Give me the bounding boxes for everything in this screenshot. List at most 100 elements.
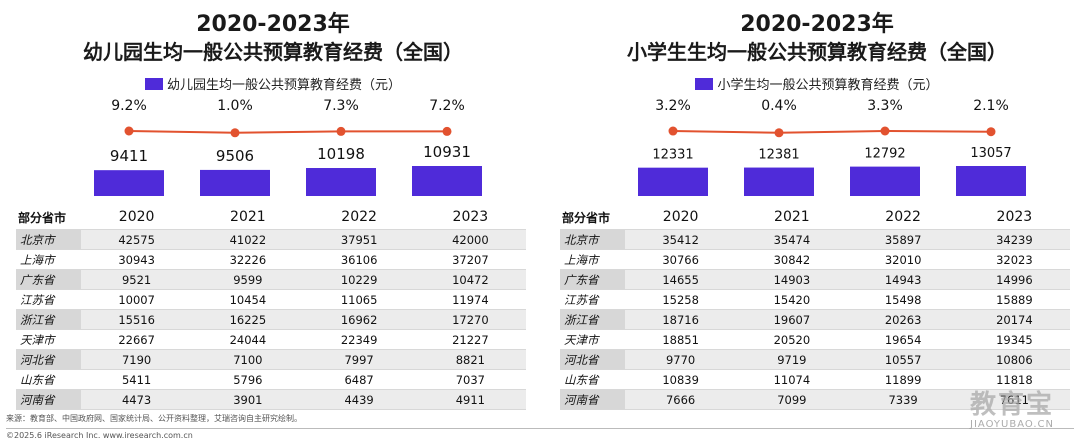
chart-legend: 小学生均一般公共预算教育经费（元） (552, 74, 1080, 93)
growth-rate-label: 9.2% (111, 98, 147, 114)
table-cell: 14943 (847, 269, 959, 290)
growth-rate-label: 2.1% (973, 98, 1009, 114)
table-row: 北京市 42575 41022 37951 42000 (16, 229, 526, 250)
table-cell: 4439 (303, 389, 415, 410)
table-row: 广东省 9521 9599 10229 10472 (16, 269, 526, 290)
table-cell: 10472 (414, 269, 526, 290)
table-cell: 24044 (229, 332, 267, 347)
province-name: 天津市 (20, 332, 55, 347)
year-header: 2022 (885, 209, 921, 225)
bar-value-label: 13057 (970, 146, 1011, 161)
table-cell: 32010 (884, 252, 922, 267)
table-cell: 7190 (81, 349, 193, 370)
growth-marker (124, 126, 134, 136)
table-cell: 4911 (414, 389, 526, 410)
table-cell: 11065 (340, 292, 378, 307)
table-cell: 9521 (81, 269, 193, 290)
table-cell: 10557 (847, 349, 959, 370)
table-row: 河北省 7190 7100 7997 8821 (16, 349, 526, 370)
growth-marker (230, 128, 240, 138)
bar-value-label: 10198 (317, 145, 365, 163)
table-corner-label: 部分省市 (562, 210, 611, 225)
table-row: 浙江省 18716 19607 20263 20174 (560, 309, 1070, 330)
table-cell: 15498 (884, 292, 922, 307)
year-header: 2023 (452, 209, 489, 225)
table-cell: 19654 (884, 332, 922, 347)
legend-swatch (144, 78, 163, 90)
kindergarten-panel: 2020-2023年 幼儿园生均一般公共预算教育经费（全国） 幼儿园生均一般公共… (8, 0, 538, 420)
bar-2023 (956, 166, 1026, 196)
growth-rate-line (672, 129, 992, 134)
table-cell: 42575 (81, 229, 193, 250)
table-cell: 20174 (958, 309, 1070, 330)
growth-rate-label: 1.0% (217, 98, 253, 114)
table-cell: 7037 (455, 372, 486, 387)
footer-divider (6, 428, 1074, 429)
table-cell: 6487 (344, 372, 374, 387)
table-cell: 32226 (229, 252, 267, 267)
bar-value-label: 12792 (864, 147, 905, 162)
table-cell: 9770 (625, 349, 737, 370)
table-cell: 14655 (625, 269, 737, 290)
table-cell: 11074 (773, 372, 811, 387)
province-name: 浙江省 (560, 309, 625, 330)
growth-rate-label: 7.3% (323, 98, 359, 114)
province-name: 浙江省 (16, 309, 81, 330)
kindergarten-bar-chart: 9411 9506 10198 10931 9.2% 1.0% 7.3% 7.2% (94, 98, 482, 196)
table-header-row: 部分省市 2020 2021 2022 2023 (560, 205, 1070, 230)
year-header: 2022 (341, 209, 377, 225)
table-cell: 15889 (996, 292, 1033, 307)
legend-label: 幼儿园生均一般公共预算教育经费（元） (166, 78, 401, 93)
province-name: 江苏省 (20, 292, 55, 307)
province-name: 天津市 (564, 332, 599, 347)
province-name: 河北省 (16, 349, 81, 370)
table-cell: 14996 (958, 269, 1070, 290)
table-cell: 11899 (884, 372, 922, 387)
table-cell: 18851 (662, 332, 699, 347)
table-row: 天津市 22667 24044 22349 21227 (16, 330, 526, 350)
table-cell: 16225 (192, 309, 304, 330)
table-cell: 7100 (192, 349, 304, 370)
bar-2021 (744, 167, 814, 196)
province-name: 广东省 (16, 269, 81, 290)
table-cell: 15420 (773, 292, 811, 307)
table-cell: 15516 (81, 309, 193, 330)
table-row: 河南省 4473 3901 4439 4911 (16, 389, 526, 410)
bar-2023 (412, 166, 482, 196)
table-cell: 10454 (229, 292, 267, 307)
growth-marker (986, 127, 996, 137)
table-cell: 34239 (958, 229, 1070, 250)
growth-rate-label: 7.2% (429, 98, 465, 114)
table-cell: 11974 (452, 292, 489, 307)
year-header: 2020 (118, 209, 155, 225)
bar-value-label: 12331 (652, 148, 693, 163)
province-name: 上海市 (564, 252, 599, 267)
table-cell: 37207 (452, 252, 489, 267)
bar-2022 (850, 166, 920, 196)
table-corner-label: 部分省市 (18, 210, 67, 225)
primary-school-bar-chart: 12331 12381 12792 13057 3.2% 0.4% 3.3% 2.1% (638, 98, 1026, 196)
table-row: 上海市 30943 32226 36106 37207 (16, 250, 526, 270)
table-cell: 9599 (192, 269, 304, 290)
table-cell: 20263 (847, 309, 959, 330)
growth-marker (442, 126, 452, 136)
table-cell: 21227 (452, 332, 489, 347)
growth-rate-line (128, 130, 448, 134)
table-cell: 19345 (996, 332, 1033, 347)
year-header: 2021 (774, 209, 810, 225)
province-name: 河南省 (16, 389, 81, 410)
table-cell: 5411 (121, 372, 152, 387)
growth-rate-label: 3.2% (655, 98, 691, 114)
watermark-logo-text: 教育宝 (969, 390, 1054, 420)
table-cell: 22667 (118, 332, 155, 347)
legend-label: 小学生均一般公共预算教育经费（元） (717, 78, 939, 93)
province-name: 北京市 (16, 229, 81, 250)
primary-school-panel: 2020-2023年 小学生生均一般公共预算教育经费（全国） 小学生均一般公共预… (552, 0, 1080, 420)
chart-title: 2020-2023年 (196, 12, 350, 37)
table-cell: 22349 (340, 332, 378, 347)
growth-marker (774, 128, 784, 138)
province-name: 河北省 (560, 349, 625, 370)
table-cell: 30842 (773, 252, 811, 267)
watermark-url: JIAOYUBAO.CN (970, 419, 1054, 430)
growth-rate-label: 3.3% (867, 98, 903, 114)
